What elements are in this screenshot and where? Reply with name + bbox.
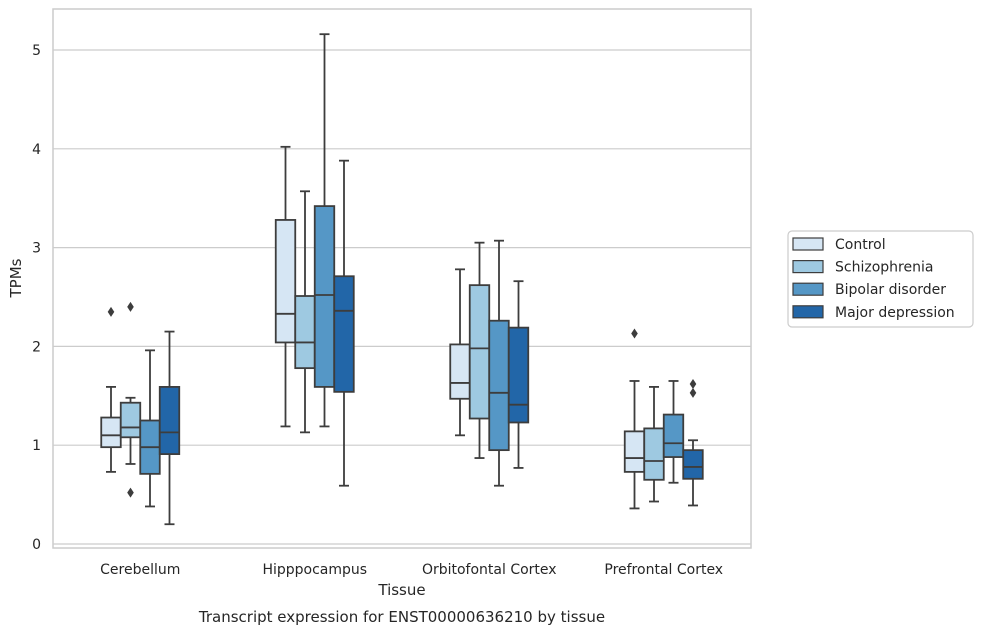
legend-label: Major depression xyxy=(835,305,955,321)
box-iqr xyxy=(100,416,122,449)
box-iqr xyxy=(468,284,491,420)
legend-swatch xyxy=(792,305,824,319)
box-1-0 xyxy=(274,145,297,428)
box-iqr xyxy=(274,219,297,344)
box-0-0 xyxy=(100,306,122,473)
y-axis-ticks: 0 1 2 3 4 5 xyxy=(32,43,41,553)
x-tick-label: Hipppocampus xyxy=(262,562,367,578)
outlier-marker xyxy=(107,306,115,317)
box-iqr xyxy=(662,413,685,458)
legend-label: Bipolar disorder xyxy=(835,282,946,298)
y-axis-label: TPMs xyxy=(7,258,25,298)
y-tick-label: 2 xyxy=(32,339,41,355)
box-iqr xyxy=(333,275,355,393)
x-tick-label: Prefrontal Cortex xyxy=(604,562,723,578)
y-tick-label: 3 xyxy=(32,241,41,257)
box-iqr xyxy=(682,449,704,480)
box-3-3 xyxy=(682,378,704,507)
box-0-3 xyxy=(158,330,181,526)
legend: Control Schizophrenia Bipolar disorder Majo… xyxy=(787,230,974,328)
outlier-marker xyxy=(689,387,697,398)
x-axis-ticks: Cerebellum Hipppocampus Orbitofontal Corte… xyxy=(100,562,723,578)
box-1-3 xyxy=(333,159,355,487)
y-tick-label: 5 xyxy=(32,43,41,59)
box-2-3 xyxy=(507,280,530,469)
legend-label: Schizophrenia xyxy=(835,260,933,276)
box-0-2 xyxy=(139,349,161,508)
box-iqr xyxy=(643,427,665,481)
x-tick-label: Cerebellum xyxy=(100,562,180,578)
legend-swatch xyxy=(792,237,824,251)
chart-caption: Transcript expression for ENST0000063621… xyxy=(198,608,605,626)
legend-swatch xyxy=(792,260,824,274)
box-iqr xyxy=(507,326,530,424)
y-tick-label: 0 xyxy=(32,537,41,553)
box-iqr xyxy=(623,430,646,473)
box-3-2 xyxy=(662,380,685,484)
outlier-marker xyxy=(631,328,638,339)
box-iqr xyxy=(449,343,471,400)
legend-frame xyxy=(787,230,974,328)
x-tick-label: Orbitofontal Cortex xyxy=(422,562,557,578)
box-3-1 xyxy=(643,386,665,503)
box-iqr xyxy=(294,295,316,370)
outlier-marker xyxy=(127,301,134,312)
box-plots xyxy=(100,33,704,526)
box-iqr xyxy=(313,205,336,388)
box-iqr xyxy=(158,386,181,455)
outlier-marker xyxy=(127,487,134,498)
plot-frame xyxy=(52,8,752,549)
x-axis-label: Tissue xyxy=(377,581,425,599)
box-0-1 xyxy=(119,301,142,498)
y-tick-label: 4 xyxy=(32,142,41,158)
legend-label: Control xyxy=(835,237,886,253)
y-tick-label: 1 xyxy=(32,438,41,454)
legend-swatch xyxy=(792,282,824,296)
outlier-marker xyxy=(689,378,697,389)
box-iqr xyxy=(119,401,142,439)
box-iqr xyxy=(488,319,510,452)
